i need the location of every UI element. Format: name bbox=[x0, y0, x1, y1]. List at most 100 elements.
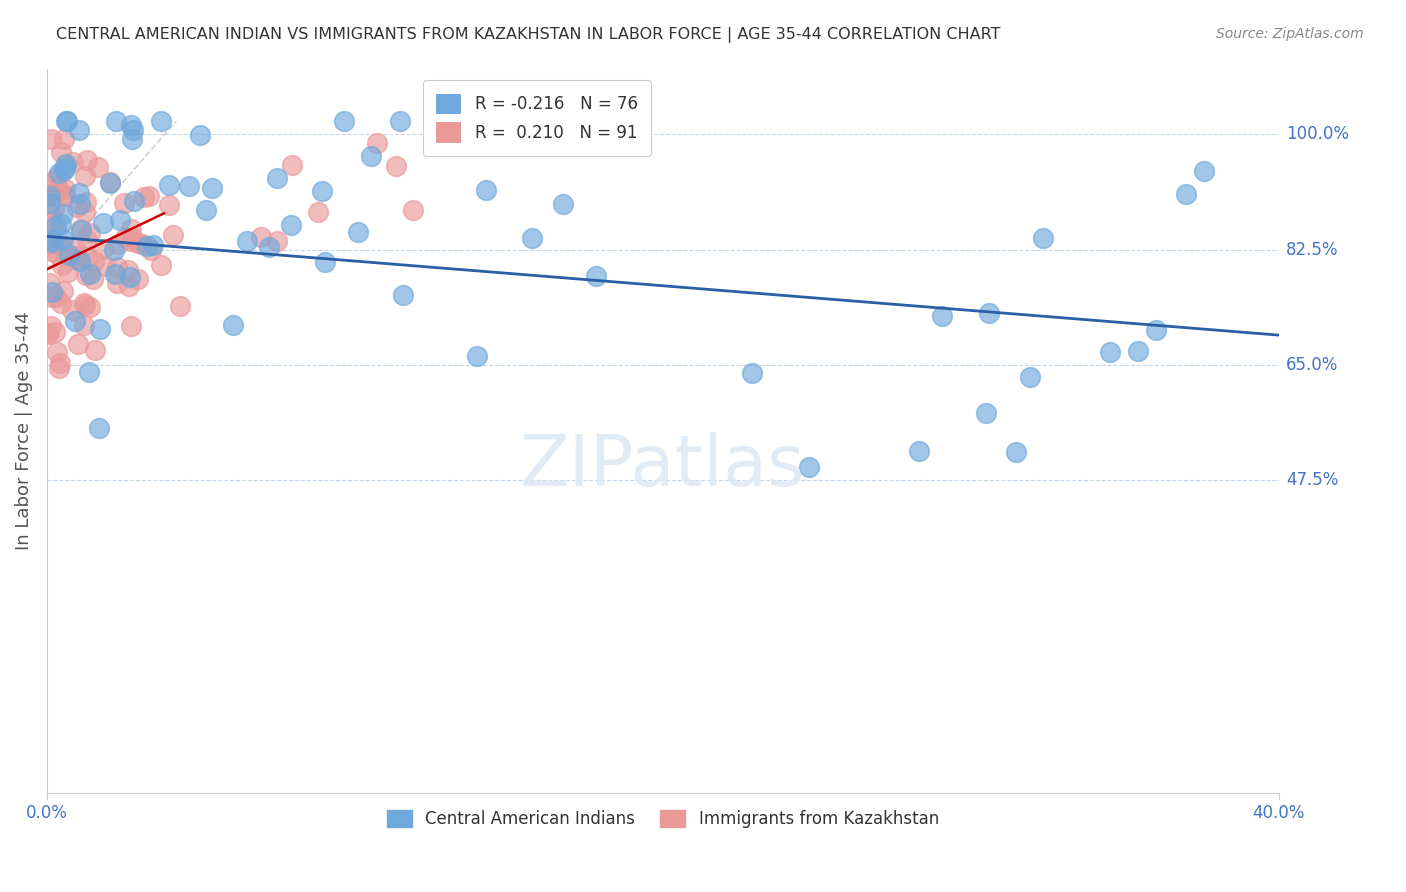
Point bbox=[51, 296, 73, 310]
Point bbox=[46, 181, 69, 195]
Point bbox=[162, 227, 184, 242]
Point bbox=[53, 158, 76, 172]
Point bbox=[124, 194, 146, 208]
Point bbox=[1192, 164, 1215, 178]
Point bbox=[86, 161, 108, 175]
Point bbox=[46, 169, 69, 184]
Point bbox=[107, 236, 129, 251]
Point bbox=[42, 175, 65, 189]
Point bbox=[39, 318, 62, 333]
Point bbox=[347, 225, 370, 239]
Point bbox=[51, 207, 73, 221]
Point bbox=[39, 189, 62, 203]
Point bbox=[131, 236, 153, 251]
Point bbox=[75, 204, 97, 219]
Point bbox=[75, 268, 97, 282]
Point bbox=[37, 186, 59, 201]
Point bbox=[222, 318, 245, 332]
Point bbox=[67, 186, 90, 200]
Point bbox=[73, 297, 96, 311]
Point bbox=[402, 202, 425, 217]
Point bbox=[55, 114, 77, 128]
Point bbox=[908, 444, 931, 458]
Point bbox=[188, 128, 211, 142]
Point bbox=[83, 254, 105, 268]
Point bbox=[91, 216, 114, 230]
Point bbox=[360, 149, 382, 163]
Point bbox=[49, 145, 72, 159]
Point bbox=[121, 131, 143, 145]
Point bbox=[76, 250, 98, 264]
Point bbox=[49, 356, 72, 370]
Point bbox=[79, 226, 101, 240]
Point bbox=[79, 300, 101, 314]
Point bbox=[42, 214, 65, 228]
Point bbox=[53, 182, 76, 196]
Point bbox=[114, 231, 136, 245]
Point bbox=[266, 171, 288, 186]
Point bbox=[52, 188, 75, 202]
Point bbox=[1144, 322, 1167, 336]
Point bbox=[475, 183, 498, 197]
Text: 100.0%: 100.0% bbox=[1286, 126, 1348, 144]
Point bbox=[118, 270, 141, 285]
Point bbox=[42, 201, 65, 215]
Point bbox=[75, 195, 97, 210]
Point bbox=[39, 132, 62, 146]
Point bbox=[1126, 344, 1149, 359]
Point bbox=[91, 243, 114, 257]
Point bbox=[37, 326, 59, 340]
Point bbox=[39, 208, 62, 222]
Point bbox=[67, 252, 90, 267]
Point bbox=[51, 258, 73, 272]
Point bbox=[39, 233, 62, 247]
Point bbox=[45, 219, 67, 233]
Point bbox=[56, 265, 79, 279]
Point bbox=[1018, 370, 1040, 384]
Point bbox=[236, 234, 259, 248]
Point bbox=[169, 299, 191, 313]
Point bbox=[389, 114, 412, 128]
Point bbox=[553, 197, 575, 211]
Point bbox=[46, 236, 69, 251]
Point bbox=[66, 200, 89, 214]
Point bbox=[53, 163, 76, 178]
Point bbox=[121, 231, 143, 245]
Point bbox=[104, 268, 127, 282]
Point bbox=[465, 350, 488, 364]
Point bbox=[83, 343, 105, 357]
Point bbox=[39, 195, 62, 210]
Point bbox=[136, 239, 159, 253]
Point bbox=[42, 221, 65, 235]
Point bbox=[60, 302, 83, 317]
Point bbox=[70, 222, 93, 236]
Point bbox=[120, 118, 142, 132]
Text: 82.5%: 82.5% bbox=[1286, 241, 1339, 259]
Point bbox=[65, 252, 87, 266]
Point bbox=[120, 221, 142, 235]
Point bbox=[89, 421, 111, 435]
Point bbox=[67, 123, 90, 137]
Point bbox=[82, 272, 104, 286]
Point bbox=[41, 285, 63, 299]
Point bbox=[55, 157, 77, 171]
Point bbox=[41, 289, 63, 303]
Point bbox=[366, 136, 388, 150]
Point bbox=[51, 232, 73, 246]
Point bbox=[37, 237, 59, 252]
Text: 65.0%: 65.0% bbox=[1286, 356, 1339, 374]
Point bbox=[931, 309, 953, 323]
Point bbox=[94, 259, 117, 273]
Point bbox=[73, 296, 96, 310]
Point bbox=[280, 219, 302, 233]
Point bbox=[177, 178, 200, 193]
Point bbox=[49, 217, 72, 231]
Point bbox=[120, 234, 142, 248]
Point bbox=[333, 114, 356, 128]
Point bbox=[266, 234, 288, 248]
Point bbox=[52, 284, 75, 298]
Point bbox=[1005, 445, 1028, 459]
Point bbox=[138, 188, 160, 202]
Text: 47.5%: 47.5% bbox=[1286, 471, 1339, 489]
Point bbox=[1175, 187, 1198, 202]
